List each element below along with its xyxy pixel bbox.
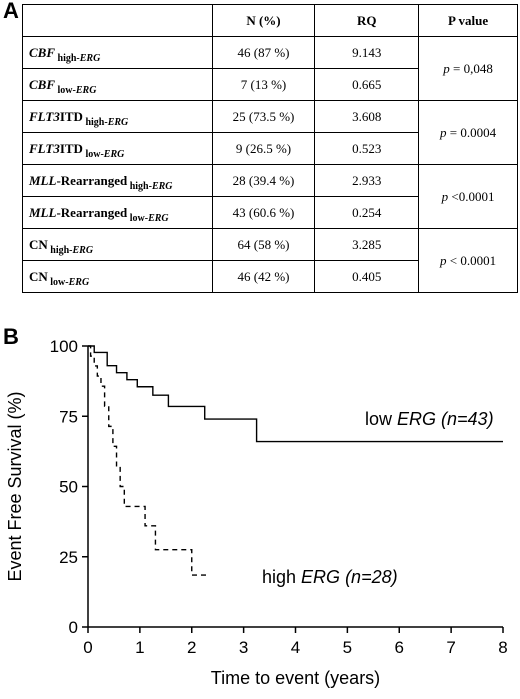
group-prefix: MLL (29, 204, 57, 220)
group-subscript: low-ERG (55, 84, 97, 96)
cell-n-percent: 43 (60.6 %) (211, 196, 316, 229)
cell-p-value: p < 0.0001 (418, 228, 518, 293)
cell-n-percent: 9 (26.5 %) (211, 132, 316, 165)
y-tick-label: 75 (59, 407, 78, 426)
p-symbol: p (440, 124, 447, 140)
x-tick-label: 5 (343, 638, 352, 657)
erg-expression-table: N (%) RQ P value CBF high-ERG 46 (87 %) 9.… (22, 4, 518, 293)
group-name: CN (29, 236, 48, 252)
header-n-percent: N (%) (211, 4, 316, 37)
group-subscript: high-ERG (47, 244, 94, 256)
p-relation: <0.0001 (448, 188, 495, 204)
p-symbol: p (441, 188, 449, 204)
x-tick-label: 6 (395, 638, 404, 657)
group-subscript: high-ERG (55, 52, 101, 64)
series-label-low-erg: low ERG (n=43) (365, 409, 494, 429)
table-row: FLT3ITD high-ERG 25 (73.5 %) 3.608 p = 0.00… (22, 100, 518, 165)
y-tick-label: 50 (59, 478, 78, 497)
group-name: CBF (29, 76, 56, 92)
cell-rq: 0.665 (314, 68, 420, 101)
cell-rq: 0.405 (314, 260, 420, 293)
x-tick-label: 2 (187, 638, 196, 657)
row-group-label: FLT3ITD high-ERG (22, 100, 213, 133)
cell-n-percent: 46 (42 %) (211, 260, 316, 293)
x-tick-label: 1 (135, 638, 144, 657)
group-name: -Rearranged (56, 204, 128, 220)
group-subscript: high-ERG (82, 116, 129, 128)
y-tick-label: 100 (50, 337, 78, 356)
group-subscript: low-ERG (127, 212, 169, 224)
cell-rq: 0.523 (314, 132, 420, 165)
group-name: CN (29, 268, 48, 284)
cell-n-percent: 25 (73.5 %) (211, 100, 316, 133)
cell-rq: 9.143 (314, 36, 420, 69)
group-name: -Rearranged (56, 172, 128, 188)
p-relation: = 0,048 (449, 60, 493, 76)
cell-p-value: p = 0.0004 (418, 100, 518, 165)
group-subscript: low-ERG (82, 148, 125, 160)
cell-rq: 3.608 (314, 100, 420, 133)
group-name: ITD (59, 140, 83, 156)
table-row: MLL-Rearranged high-ERG 28 (39.4 %) 2.933 p… (22, 164, 518, 229)
table-row: FLT3ITD low-ERG 9 (26.5 %) 0.523 (22, 132, 518, 165)
p-symbol: p (440, 252, 447, 268)
group-prefix: FLT3 (29, 140, 60, 156)
y-tick-label: 25 (59, 548, 78, 567)
cell-p-value: p <0.0001 (418, 164, 518, 229)
cell-n-percent: 64 (58 %) (211, 228, 316, 261)
group-name: ITD (59, 108, 83, 124)
row-group-label: CBF low-ERG (22, 68, 213, 101)
group-prefix: MLL (29, 172, 57, 188)
cell-n-percent: 7 (13 %) (211, 68, 316, 101)
x-tick-label: 4 (291, 638, 300, 657)
group-name: CBF (29, 44, 56, 60)
y-tick-label: 0 (69, 618, 78, 637)
header-p-value: P value (418, 4, 518, 37)
p-relation: = 0.0004 (446, 124, 497, 140)
cell-rq: 2.933 (314, 164, 420, 197)
x-tick-label: 8 (498, 638, 507, 657)
cell-rq: 0.254 (314, 196, 420, 229)
cell-n-percent: 28 (39.4 %) (211, 164, 316, 197)
row-group-label: CN low-ERG (22, 260, 213, 293)
survival-curve-low-erg (88, 345, 503, 443)
y-axis-label: Event Free Survival (%) (5, 391, 25, 581)
series-label-high-erg: high ERG (n=28) (262, 567, 398, 587)
group-prefix: FLT3 (29, 108, 60, 124)
x-tick-label: 7 (446, 638, 455, 657)
cell-p-value: p = 0,048 (418, 36, 518, 101)
header-group (22, 4, 213, 37)
panel-label-b: B (3, 324, 19, 349)
x-axis-label: Time to event (years) (211, 668, 380, 688)
table-header-row: N (%) RQ P value (22, 4, 518, 37)
survival-chart: 0 25 50 75 100 0 1 2 3 4 5 6 7 8 Time to event (years)… (5, 337, 508, 688)
table-row: CN low-ERG 46 (42 %) 0.405 (22, 260, 518, 293)
p-symbol: p (443, 60, 450, 76)
table-row: CBF high-ERG 46 (87 %) 9.143 p = 0,048 (22, 36, 518, 101)
panel-label-a: A (3, 0, 19, 23)
row-group-label: CBF high-ERG (22, 36, 213, 69)
group-subscript: high-ERG (127, 180, 173, 192)
row-group-label: MLL-Rearranged high-ERG (22, 164, 213, 197)
cell-n-percent: 46 (87 %) (211, 36, 316, 69)
x-tick-label: 3 (239, 638, 248, 657)
group-subscript: low-ERG (47, 276, 90, 288)
row-group-label: CN high-ERG (22, 228, 213, 261)
x-tick-label: 0 (83, 638, 92, 657)
survival-curve-high-erg (88, 345, 210, 576)
row-group-label: FLT3ITD low-ERG (22, 132, 213, 165)
table-row: CN high-ERG 64 (58 %) 3.285 p < 0.0001 (22, 228, 518, 293)
p-relation: < 0.0001 (446, 252, 497, 268)
header-rq: RQ (314, 4, 420, 37)
cell-rq: 3.285 (314, 228, 420, 261)
row-group-label: MLL-Rearranged low-ERG (22, 196, 213, 229)
